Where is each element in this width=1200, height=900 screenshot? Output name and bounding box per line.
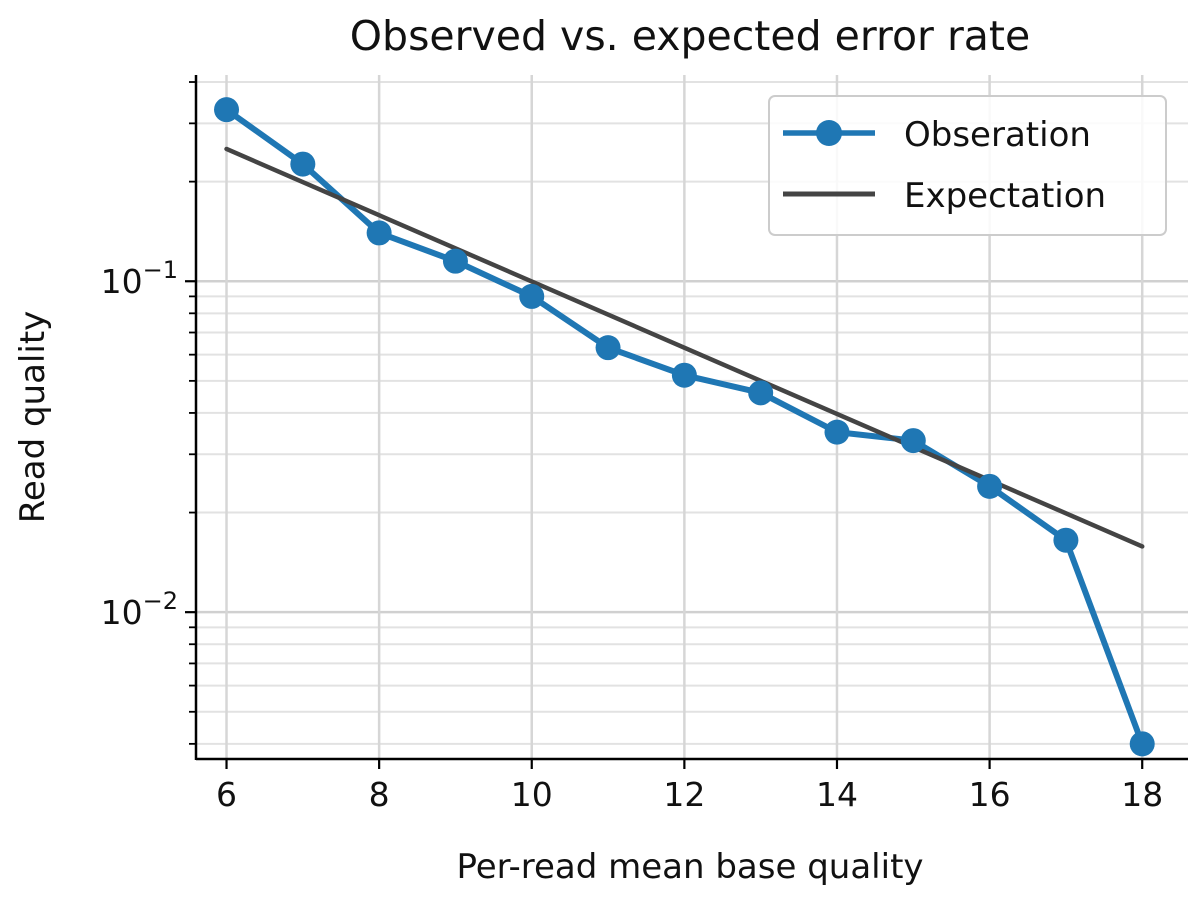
data-point [1053,527,1079,553]
x-tick-label: 10 [511,775,553,814]
data-point [900,428,926,454]
x-axis-label: Per-read mean base quality [456,847,923,887]
x-tick-label: 8 [369,775,390,814]
x-tick-label: 14 [816,775,858,814]
data-point [214,97,240,123]
data-point [671,362,697,388]
data-point [290,151,316,177]
x-tick-label: 18 [1121,775,1163,814]
data-point [519,283,545,309]
data-point [595,335,621,361]
legend-label-expectation: Expectation [904,176,1106,216]
axes [194,75,1188,761]
data-point [366,220,392,246]
y-tick-label: 10−1 [101,256,178,301]
x-tick-label: 12 [663,775,705,814]
plot-area [214,97,1155,757]
x-tick-label: 6 [216,775,237,814]
data-point [442,248,468,274]
ticks: 6 8 10 12 14 16 18 10−1 10−2 [101,81,1163,814]
y-axis-label: Read quality [13,311,53,524]
data-point [1129,731,1155,757]
legend-label-obseration: Obseration [904,115,1091,155]
data-point [824,419,850,445]
legend: Obseration Expectation [768,95,1167,236]
data-point [977,473,1003,499]
y-tick-label: 10−2 [101,587,178,632]
data-point [748,380,774,406]
legend-marker-obseration [816,120,842,146]
x-tick-label: 16 [969,775,1011,814]
grid [196,75,1188,759]
chart-title: Observed vs. expected error rate [350,12,1030,60]
